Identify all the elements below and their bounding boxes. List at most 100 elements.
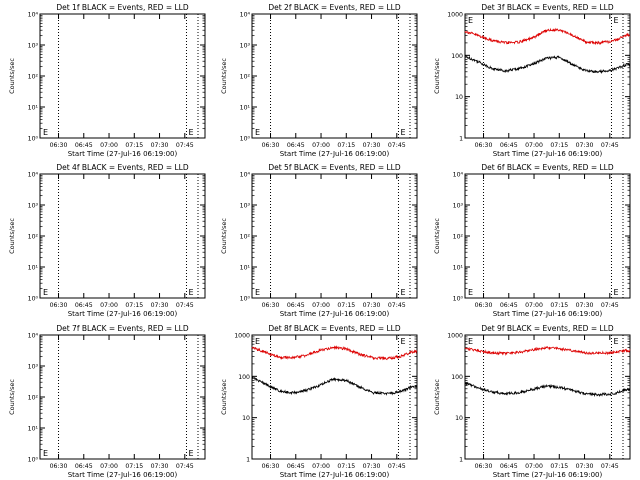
x-tick-label: 06:30 xyxy=(50,463,68,470)
x-tick-label: 07:30 xyxy=(363,302,381,309)
x-tick-label: 07:30 xyxy=(151,142,169,149)
y-tick-label: 10² xyxy=(28,395,39,402)
event-marker-right: E xyxy=(188,128,193,137)
event-marker-right: E xyxy=(400,288,405,297)
y-tick-label: 100 xyxy=(451,53,463,60)
panel-det-7f: Det 7f BLACK = Events, RED = LLD 10⁰ 10¹ 10… xyxy=(8,324,206,479)
series-line-lld xyxy=(464,27,630,46)
y-tick-label: 10² xyxy=(28,74,39,81)
y-tick-label: 1000 xyxy=(447,12,463,19)
series-line-events xyxy=(464,381,631,398)
panel-det-3f: Det 3f BLACK = Events, RED = LLD 1 10 100 10… xyxy=(433,3,631,158)
panel-title: Det 8f BLACK = Events, RED = LLD xyxy=(268,324,401,333)
plot-frame xyxy=(464,334,631,460)
y-axis-label: Counts/sec xyxy=(433,218,441,254)
panel-title: Det 5f BLACK = Events, RED = LLD xyxy=(268,163,401,172)
x-tick-label: 07:45 xyxy=(388,463,406,470)
x-tick-label: 07:45 xyxy=(388,142,406,149)
x-tick-label: 06:45 xyxy=(500,463,518,470)
event-marker-right: E xyxy=(613,337,618,346)
plot-frame xyxy=(251,334,418,460)
x-tick-label: 07:45 xyxy=(176,463,194,470)
y-tick-label: 10² xyxy=(28,234,39,241)
y-axis-label: Counts/sec xyxy=(220,58,228,94)
x-tick-label: 07:30 xyxy=(151,302,169,309)
x-axis-label: Start Time (27-Jul-16 06:19:00) xyxy=(280,310,390,318)
y-tick-label: 10⁰ xyxy=(240,136,251,143)
event-marker-right: E xyxy=(188,449,193,458)
x-tick-label: 07:00 xyxy=(100,463,118,470)
y-tick-label: 10³ xyxy=(28,203,39,210)
y-tick-label: 10⁴ xyxy=(240,172,251,179)
series-line-events xyxy=(464,54,630,74)
event-marker-right: E xyxy=(400,337,405,346)
y-tick-label: 10⁰ xyxy=(240,296,251,303)
x-tick-label: 07:30 xyxy=(151,463,169,470)
y-axis-label: Counts/sec xyxy=(433,58,441,94)
x-tick-label: 07:45 xyxy=(176,302,194,309)
y-tick-label: 10 xyxy=(455,415,463,422)
event-marker-right: E xyxy=(613,288,618,297)
x-tick-label: 07:00 xyxy=(525,142,543,149)
event-marker-right: E xyxy=(400,128,405,137)
x-tick-label: 06:45 xyxy=(500,142,518,149)
event-marker-left: E xyxy=(255,337,260,346)
x-tick-label: 06:45 xyxy=(75,463,93,470)
x-axis-label: Start Time (27-Jul-16 06:19:00) xyxy=(493,471,603,479)
panel-title: Det 1f BLACK = Events, RED = LLD xyxy=(56,3,189,12)
x-tick-label: 07:15 xyxy=(337,142,355,149)
event-marker-right: E xyxy=(613,16,618,25)
y-tick-label: 10⁴ xyxy=(240,12,251,19)
event-marker-left: E xyxy=(468,337,473,346)
y-tick-label: 100 xyxy=(238,374,250,381)
x-tick-label: 07:00 xyxy=(312,302,330,309)
series-line-lld xyxy=(251,345,418,361)
x-tick-label: 07:15 xyxy=(550,302,568,309)
x-tick-label: 07:30 xyxy=(363,142,381,149)
event-marker-left: E xyxy=(255,128,260,137)
y-tick-label: 10³ xyxy=(240,203,251,210)
y-tick-label: 10⁰ xyxy=(28,457,39,464)
y-tick-label: 10³ xyxy=(28,43,39,50)
x-tick-label: 07:30 xyxy=(576,302,594,309)
panel-det-8f: Det 8f BLACK = Events, RED = LLD 1 10 100 10… xyxy=(220,324,418,479)
event-marker-left: E xyxy=(43,288,48,297)
y-axis-label: Counts/sec xyxy=(8,58,16,94)
panel-title: Det 9f BLACK = Events, RED = LLD xyxy=(481,324,614,333)
x-tick-label: 06:30 xyxy=(50,142,68,149)
x-axis-label: Start Time (27-Jul-16 06:19:00) xyxy=(68,150,178,158)
y-axis-label: Counts/sec xyxy=(8,218,16,254)
event-marker-left: E xyxy=(43,128,48,137)
y-tick-label: 10³ xyxy=(28,364,39,371)
x-tick-label: 07:00 xyxy=(100,302,118,309)
event-marker-right: E xyxy=(188,288,193,297)
y-tick-label: 10² xyxy=(240,74,251,81)
y-tick-label: 1 xyxy=(459,136,463,143)
x-axis-label: Start Time (27-Jul-16 06:19:00) xyxy=(280,471,390,479)
panel-title: Det 4f BLACK = Events, RED = LLD xyxy=(56,163,189,172)
x-tick-label: 07:15 xyxy=(125,463,143,470)
y-tick-label: 10¹ xyxy=(28,105,39,112)
series-line-events xyxy=(251,376,418,396)
y-tick-label: 10¹ xyxy=(240,265,251,272)
x-tick-label: 07:15 xyxy=(125,142,143,149)
y-tick-label: 10⁰ xyxy=(453,296,464,303)
x-tick-label: 07:15 xyxy=(550,142,568,149)
panel-det-9f: Det 9f BLACK = Events, RED = LLD 1 10 100 10… xyxy=(433,324,631,479)
x-tick-label: 06:45 xyxy=(287,463,305,470)
y-tick-label: 10¹ xyxy=(28,426,39,433)
x-tick-label: 06:45 xyxy=(75,142,93,149)
panel-det-4f: Det 4f BLACK = Events, RED = LLD 10⁰ 10¹ 10… xyxy=(8,163,206,318)
x-tick-label: 07:15 xyxy=(337,302,355,309)
x-tick-label: 06:30 xyxy=(262,142,280,149)
y-tick-label: 10¹ xyxy=(28,265,39,272)
y-axis-label: Counts/sec xyxy=(220,218,228,254)
x-axis-label: Start Time (27-Jul-16 06:19:00) xyxy=(493,150,603,158)
y-axis-label: Counts/sec xyxy=(220,379,228,415)
y-tick-label: 10² xyxy=(240,234,251,241)
panel-det-5f: Det 5f BLACK = Events, RED = LLD 10⁰ 10¹ 10… xyxy=(220,163,418,318)
y-axis-label: Counts/sec xyxy=(8,379,16,415)
event-marker-left: E xyxy=(43,449,48,458)
y-tick-label: 10⁴ xyxy=(28,333,39,340)
x-tick-label: 07:45 xyxy=(176,142,194,149)
